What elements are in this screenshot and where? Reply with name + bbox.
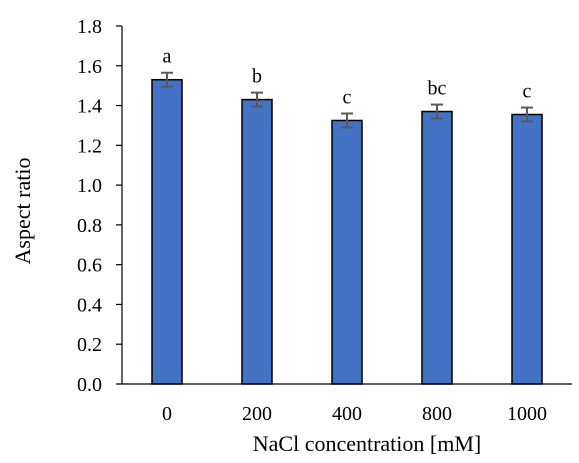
- y-tick-label: 1.8: [77, 16, 102, 38]
- y-tick-label: 1.2: [77, 135, 102, 157]
- significance-label: bc: [428, 78, 447, 100]
- significance-label: c: [343, 87, 352, 109]
- significance-label: c: [523, 81, 532, 103]
- y-tick-label: 0.2: [77, 334, 102, 356]
- bar-400: [331, 119, 363, 385]
- y-tick-label: 0.0: [77, 374, 102, 396]
- bar-800: [421, 110, 453, 385]
- bar-200: [241, 98, 273, 385]
- x-tick-label: 0: [162, 403, 172, 425]
- x-axis-title: NaCl concentration [mM]: [253, 431, 482, 456]
- bar-0: [151, 78, 183, 385]
- x-tick-label: 400: [332, 403, 362, 425]
- significance-label: a: [163, 46, 172, 68]
- y-axis-title: Aspect ratio: [10, 158, 35, 265]
- x-tick-label: 200: [242, 403, 272, 425]
- y-tick-label: 0.4: [77, 294, 102, 316]
- significance-labels: abc bc c: [163, 46, 532, 109]
- y-tick-label: 1.6: [77, 56, 102, 78]
- y-tick-label: 1.0: [77, 175, 102, 197]
- significance-label: b: [252, 66, 262, 88]
- y-tick-label: 0.8: [77, 215, 102, 237]
- x-tick-label: 1000: [507, 403, 547, 425]
- error-bars: [161, 71, 533, 129]
- x-axis-ticks: 0 200 400 800 1000: [162, 403, 547, 425]
- y-axis-ticks: 0.0 0.2 0.4 0.6 0.8 1.0 1.2 1.4 1.6 1.8: [77, 16, 122, 396]
- y-tick-label: 0.6: [77, 255, 102, 277]
- bar-1000: [511, 113, 543, 385]
- y-tick-label: 1.4: [77, 96, 102, 118]
- x-tick-label: 800: [422, 403, 452, 425]
